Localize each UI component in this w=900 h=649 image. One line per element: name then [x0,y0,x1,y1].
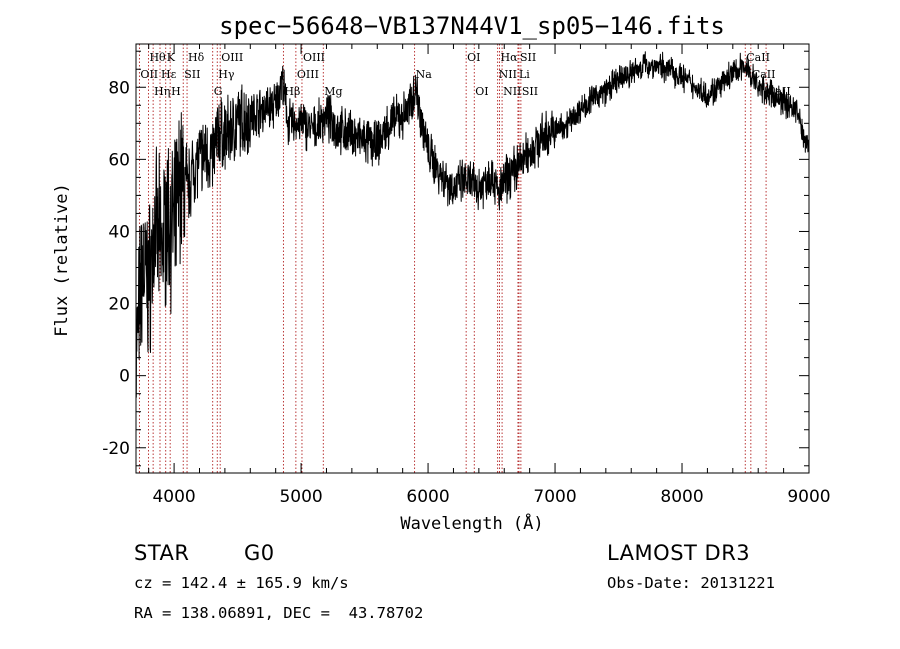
x-tick-label: 8000 [660,487,703,507]
marker-label: Hε [161,68,177,81]
marker-label: CaII [752,68,776,81]
line-marker-labels: Hθ OII Hη K Hε H Hδ SII OIII Hγ G OIII OIII Hβ Mg Na OI O… [140,51,790,98]
x-tick-label: 4000 [152,487,195,507]
y-tick-label: 0 [119,367,130,387]
marker-label: Na [416,68,433,81]
y-axis-ticks: -20 0 20 40 60 80 [102,50,809,467]
object-class: STAR [134,541,190,565]
plot-frame [135,43,810,474]
marker-label: Mg [324,85,342,98]
observation-date: Obs-Date: 20131221 [607,574,775,592]
marker-label: Hβ [284,85,300,98]
y-tick-label: 80 [108,78,130,98]
marker-label: OII [140,68,158,81]
spectrum-line [135,51,810,398]
marker-label: Hδ [188,51,205,64]
x-tick-label: 7000 [533,487,576,507]
marker-label: OIII [221,51,243,64]
y-tick-label: 20 [108,295,130,315]
marker-label: H [171,85,181,98]
marker-label: SII [522,85,538,98]
marker-label: OIII [303,51,325,64]
chart-title: spec−56648−VB137N44V1_sp05−146.fits [219,12,725,40]
marker-label: Hθ [149,51,166,64]
marker-label: NII [503,85,521,98]
y-tick-label: 40 [108,222,130,242]
marker-label: OIII [297,68,319,81]
marker-label: Hη [154,85,170,98]
emission-line-markers [138,44,767,473]
marker-label: K [167,51,176,64]
marker-label: CaII [746,51,770,64]
marker-label: SII [520,51,536,64]
y-tick-label: 60 [108,150,130,170]
x-tick-label: 6000 [406,487,449,507]
marker-label: G [214,85,223,98]
y-axis-label: Flux (relative) [52,183,72,337]
marker-label: Hγ [218,68,235,81]
marker-label: Hα [501,51,519,64]
survey-name: LAMOST DR3 [607,541,751,565]
spectral-subclass: G0 [244,541,275,565]
y-tick-label: -20 [102,439,130,459]
x-tick-label: 9000 [787,487,830,507]
marker-label: SII [184,68,200,81]
x-axis-label: Wavelength (Å) [400,512,543,534]
x-axis-ticks: 4000 5000 6000 7000 8000 9000 [148,44,831,507]
marker-label: Li [519,68,530,81]
coordinates: RA = 138.06891, DEC = 43.78702 [134,604,424,622]
marker-label: CaII [767,85,791,98]
x-tick-label: 5000 [279,487,322,507]
marker-label: OI [467,51,480,64]
marker-label: NII [499,68,517,81]
marker-label: OI [475,85,488,98]
spectrum-series [135,51,810,398]
redshift-velocity: cz = 142.4 ± 165.9 km/s [134,574,349,592]
